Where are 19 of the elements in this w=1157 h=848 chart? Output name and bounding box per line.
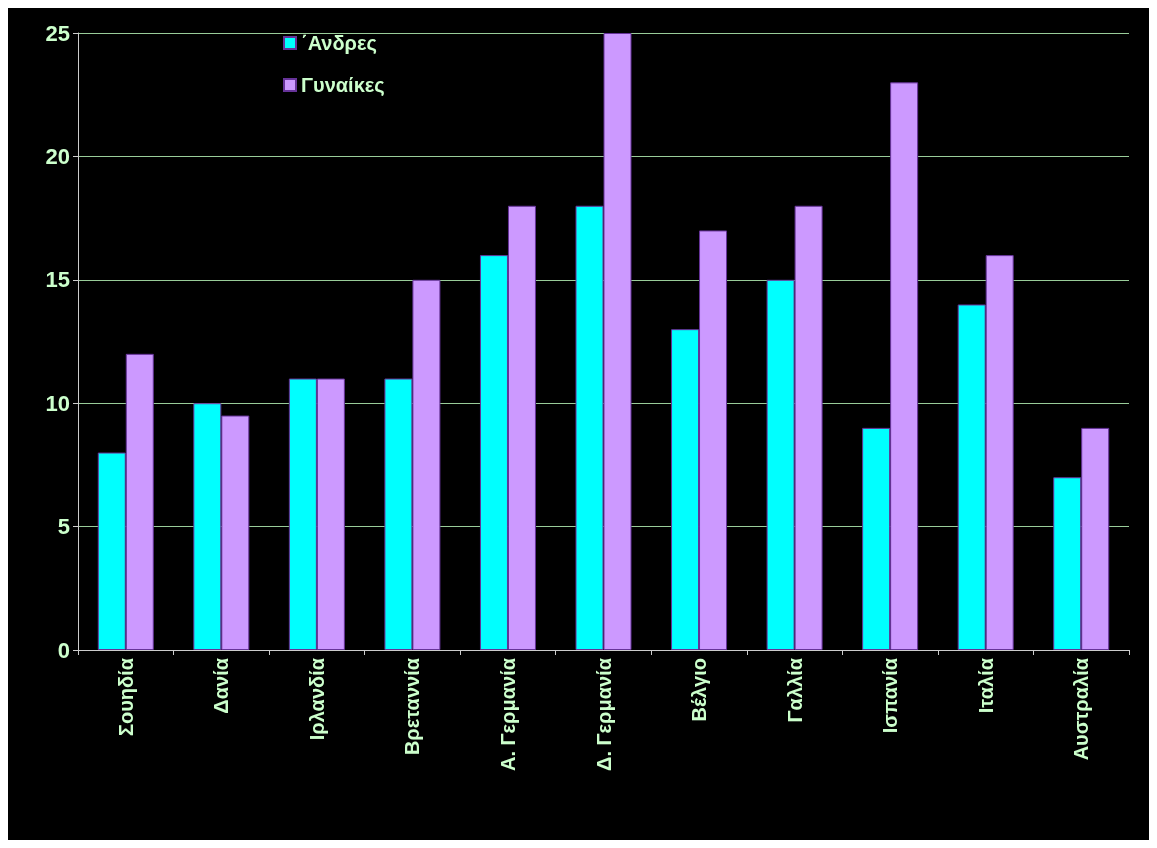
x-tick-label: Αυστραλία bbox=[1070, 657, 1093, 761]
y-tick-label: 0 bbox=[57, 637, 70, 663]
legend-label: ΄Ανδρες bbox=[301, 32, 377, 54]
x-tick-label: Ιρλανδία bbox=[305, 657, 328, 741]
y-tick-label: 10 bbox=[45, 390, 70, 416]
y-tick-label: 5 bbox=[57, 514, 70, 540]
y-tick-label: 20 bbox=[45, 143, 70, 169]
x-tick-label: Γαλλία bbox=[783, 657, 806, 723]
x-tick-label: Α. Γερμανία bbox=[496, 657, 519, 771]
x-tick-label: Βρεταννία bbox=[401, 657, 424, 756]
x-tick-label: Δανία bbox=[210, 657, 233, 714]
y-tick-label: 15 bbox=[45, 267, 70, 293]
x-tick-label: Βέλγιο bbox=[688, 658, 711, 722]
x-tick-label: Σουηδία bbox=[114, 657, 137, 737]
y-tick-label: 25 bbox=[45, 20, 70, 46]
x-tick-label: Ισπανία bbox=[879, 657, 902, 734]
x-tick-label: Ιταλία bbox=[974, 657, 997, 714]
legend-label: Γυναίκες bbox=[301, 74, 385, 96]
x-tick-label: Δ. Γερμανία bbox=[592, 657, 615, 771]
